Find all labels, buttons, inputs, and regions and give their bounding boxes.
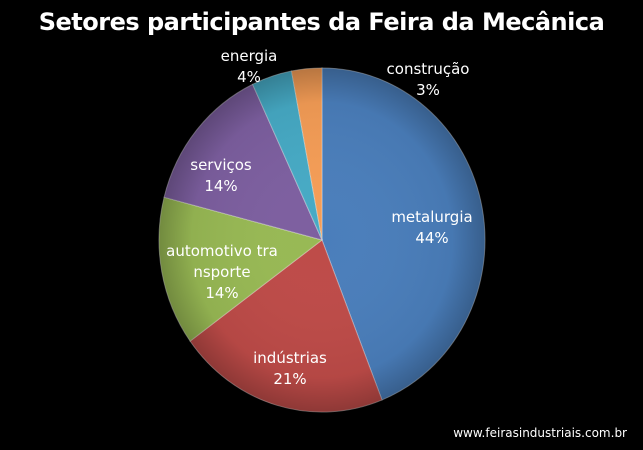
slice-percent-2: 14% (205, 284, 238, 302)
slice-percent-4: 4% (237, 68, 261, 86)
slice-percent-1: 21% (273, 370, 306, 388)
slice-label-4: energia 4% (221, 47, 278, 86)
slice-percent-3: 14% (204, 177, 237, 195)
pie-labels: metalurgia 44% indústrias 21% automotivo tra… (166, 47, 473, 388)
slice-name-2: nsporte (193, 263, 250, 281)
slice-name-3: serviços (190, 156, 252, 174)
slice-name-5: construção (387, 60, 470, 78)
slice-name-1: indústrias (253, 349, 327, 367)
slice-name-4: energia (221, 47, 278, 65)
slice-label-5: construção 3% (387, 60, 470, 99)
slice-label-3: serviços 14% (190, 156, 252, 195)
slice-label-0: metalurgia 44% (391, 208, 472, 247)
source-url: www.feirasindustriais.com.br (453, 426, 627, 440)
slice-label-1: indústrias 21% (253, 349, 327, 388)
slice-label-2: automotivo tra nsporte 14% (166, 242, 278, 302)
slice-name-0: metalurgia (391, 208, 472, 226)
slice-percent-5: 3% (416, 81, 440, 99)
slice-percent-0: 44% (415, 229, 448, 247)
chart-title: Setores participantes da Feira da Mecâni… (38, 8, 605, 36)
slice-name-2: automotivo tra (166, 242, 278, 260)
